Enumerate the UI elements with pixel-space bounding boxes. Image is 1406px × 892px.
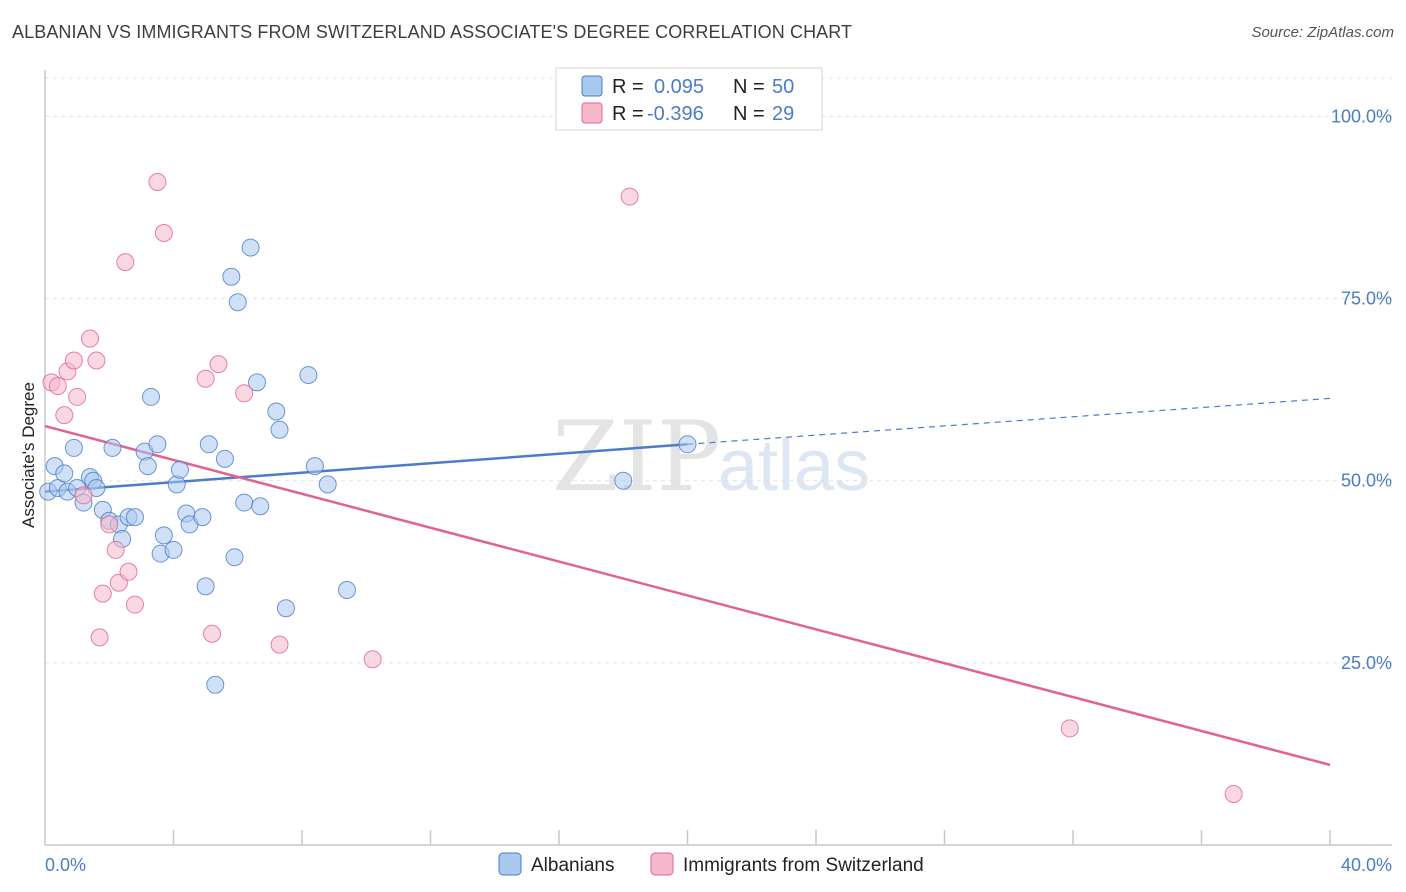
point-series-1 bbox=[55, 406, 74, 425]
source-credit: Source: ZipAtlas.com bbox=[1251, 24, 1394, 41]
point-series-1 bbox=[270, 635, 289, 654]
data-points bbox=[39, 173, 1243, 803]
y-tick-label: 75.0% bbox=[1341, 289, 1392, 309]
y-tick-label: 25.0% bbox=[1341, 653, 1392, 673]
chart-title: ALBANIAN VS IMMIGRANTS FROM SWITZERLAND … bbox=[12, 22, 853, 42]
trend-line-0 bbox=[44, 443, 688, 493]
series-legend-swatch-albanians bbox=[498, 852, 522, 876]
point-series-1 bbox=[87, 351, 106, 370]
point-series-0 bbox=[270, 420, 289, 439]
y-tick-labels: 25.0% 50.0% 75.0% 100.0% bbox=[1331, 106, 1392, 672]
point-series-1 bbox=[80, 329, 99, 348]
point-series-0 bbox=[64, 438, 83, 457]
point-series-0 bbox=[228, 293, 247, 312]
stats-legend: R = 0.095 N = 50 R = -0.396 N = 29 bbox=[555, 67, 823, 131]
point-series-1 bbox=[209, 355, 228, 374]
y-axis-label: Associate's Degree bbox=[19, 382, 38, 528]
point-series-0 bbox=[142, 387, 161, 406]
point-series-0 bbox=[299, 366, 318, 385]
point-series-0 bbox=[55, 464, 74, 483]
point-series-1 bbox=[100, 515, 119, 534]
point-series-0 bbox=[196, 577, 215, 596]
point-series-1 bbox=[363, 650, 382, 669]
point-series-0 bbox=[206, 675, 225, 694]
point-series-1 bbox=[154, 224, 173, 242]
x-tick-label-max: 40.0% bbox=[1341, 855, 1392, 875]
legend-n-label-2: N = bbox=[733, 103, 765, 125]
legend-n-label-1: N = bbox=[733, 76, 765, 98]
series-legend-label-albanians: Albanians bbox=[531, 855, 614, 876]
point-series-1 bbox=[48, 377, 67, 395]
legend-r-label-2: R = bbox=[612, 103, 644, 125]
point-series-0 bbox=[148, 435, 167, 454]
point-series-1 bbox=[64, 351, 83, 370]
point-series-1 bbox=[203, 624, 222, 643]
point-series-0 bbox=[193, 508, 212, 527]
point-series-0 bbox=[614, 471, 633, 490]
legend-r-value-2: -0.396 bbox=[647, 103, 704, 125]
legend-swatch-albanians bbox=[581, 75, 603, 97]
point-series-0 bbox=[222, 267, 241, 286]
x-tick-label-min: 0.0% bbox=[45, 855, 86, 875]
point-series-0 bbox=[235, 493, 254, 512]
point-series-1 bbox=[68, 387, 87, 406]
point-series-0 bbox=[225, 548, 244, 567]
point-series-0 bbox=[125, 508, 144, 527]
point-series-1 bbox=[116, 253, 135, 272]
point-series-0 bbox=[103, 438, 122, 457]
point-series-0 bbox=[337, 581, 356, 599]
legend-r-value-1: 0.095 bbox=[654, 76, 704, 98]
point-series-1 bbox=[620, 187, 639, 206]
point-series-1 bbox=[148, 173, 167, 191]
point-series-0 bbox=[276, 599, 295, 618]
point-series-1 bbox=[125, 595, 144, 614]
gridlines bbox=[45, 77, 1392, 664]
point-series-0 bbox=[305, 457, 324, 476]
legend-n-value-1: 50 bbox=[772, 76, 794, 98]
point-series-0 bbox=[199, 435, 218, 454]
trend-lines bbox=[44, 397, 1331, 767]
point-series-0 bbox=[167, 475, 186, 494]
legend-swatch-switzerland bbox=[581, 102, 603, 124]
point-series-1 bbox=[1224, 785, 1243, 803]
point-series-0 bbox=[251, 497, 270, 516]
trend-line-extension-0 bbox=[687, 397, 1331, 445]
point-series-0 bbox=[215, 449, 234, 468]
series-legend-label-switzerland: Immigrants from Switzerland bbox=[683, 855, 924, 876]
point-series-0 bbox=[164, 540, 183, 559]
point-series-0 bbox=[678, 435, 697, 454]
point-series-0 bbox=[138, 457, 157, 476]
point-series-1 bbox=[1060, 719, 1079, 738]
point-series-1 bbox=[93, 584, 112, 603]
point-series-1 bbox=[74, 486, 93, 505]
point-series-0 bbox=[248, 373, 267, 392]
point-series-0 bbox=[318, 475, 337, 494]
y-tick-label: 100.0% bbox=[1331, 106, 1392, 126]
x-axis-ticks bbox=[172, 830, 1331, 845]
point-series-0 bbox=[267, 402, 286, 421]
point-series-0 bbox=[154, 526, 173, 545]
watermark-atlas: atlas bbox=[718, 426, 870, 506]
watermark-zip: ZIP bbox=[552, 401, 721, 513]
y-tick-label: 50.0% bbox=[1341, 471, 1392, 491]
point-series-1 bbox=[106, 540, 125, 559]
point-series-1 bbox=[196, 369, 215, 388]
series-legend: Albanians Immigrants from Switzerland bbox=[498, 852, 924, 876]
trend-line-1 bbox=[44, 424, 1331, 767]
legend-n-value-2: 29 bbox=[772, 103, 794, 125]
legend-r-label-1: R = bbox=[612, 76, 644, 98]
point-series-1 bbox=[90, 628, 109, 647]
point-series-1 bbox=[235, 384, 254, 403]
point-series-0 bbox=[241, 238, 260, 257]
point-series-0 bbox=[170, 460, 189, 479]
series-legend-swatch-switzerland bbox=[650, 852, 674, 876]
point-series-1 bbox=[119, 562, 138, 581]
